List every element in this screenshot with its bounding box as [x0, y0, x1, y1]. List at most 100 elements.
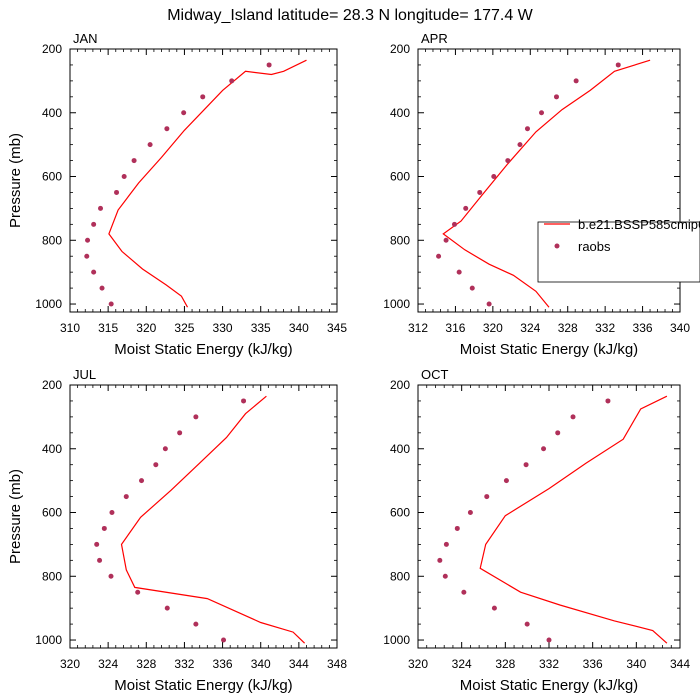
y-tick-label: 600: [390, 170, 410, 184]
obs-marker: [539, 110, 545, 116]
obs-marker: [555, 430, 561, 436]
x-tick-label: 320: [483, 321, 503, 335]
obs-marker: [131, 158, 137, 164]
obs-marker: [241, 398, 247, 404]
obs-marker: [546, 637, 552, 643]
panel-jul: 320 324 328 332 336 340 344 348 200 400 600 800 1000…: [7, 367, 347, 694]
x-tick-label: 315: [98, 321, 118, 335]
panel-oct: 320 324 328 332 336 340 344 200 400 600 800 1000 OCT…: [383, 367, 690, 694]
obs-marker: [139, 478, 145, 484]
y-tick-label: 800: [42, 233, 62, 247]
obs-marker: [85, 237, 91, 243]
x-tick-label: 340: [670, 321, 690, 335]
obs-marker: [164, 605, 170, 611]
x-tick-label: 324: [452, 657, 472, 671]
x-axis-title: Moist Static Energy (kJ/kg): [460, 341, 638, 358]
series-line-model: [120, 395, 306, 644]
obs-marker: [99, 285, 105, 291]
y-tick-label: 1000: [383, 297, 410, 311]
obs-marker: [443, 541, 449, 547]
obs-marker: [229, 78, 235, 84]
obs-marker: [121, 174, 127, 180]
obs-marker: [153, 462, 159, 468]
obs-marker: [84, 253, 90, 259]
y-tick-label: 600: [42, 170, 62, 184]
x-axis-title: Moist Static Energy (kJ/kg): [114, 341, 292, 358]
obs-marker: [491, 174, 497, 180]
y-tick-label: 200: [42, 42, 62, 56]
x-tick-label: 320: [60, 657, 80, 671]
obs-marker: [101, 525, 107, 531]
panel-label: OCT: [421, 367, 449, 382]
x-tick-label: 310: [60, 321, 80, 335]
panel-label: JUL: [73, 367, 96, 382]
obs-marker: [553, 94, 559, 100]
obs-marker: [164, 126, 170, 132]
y-tick-label: 400: [42, 106, 62, 120]
obs-marker: [123, 494, 129, 500]
x-tick-label: 340: [626, 657, 646, 671]
y-tick-label: 1000: [383, 633, 410, 647]
panels-group: 310 315 320 325 330 335 340 345 200 400 600 800 1000…: [7, 31, 690, 694]
obs-marker: [200, 94, 206, 100]
x-tick-label: 316: [445, 321, 465, 335]
obs-marker: [135, 589, 141, 595]
y-tick-label: 200: [390, 378, 410, 392]
legend-marker-swatch: [554, 243, 560, 249]
x-tick-label: 345: [327, 321, 347, 335]
legend-box: [537, 221, 700, 283]
x-tick-label: 332: [539, 657, 559, 671]
x-tick-label: 332: [174, 657, 194, 671]
obs-marker: [221, 637, 227, 643]
obs-marker: [570, 414, 576, 420]
x-tick-label: 324: [520, 321, 540, 335]
obs-marker: [454, 525, 460, 531]
legend-label-obs: raobs: [578, 239, 611, 254]
series-line-model: [108, 59, 307, 308]
x-axis-title: Moist Static Energy (kJ/kg): [114, 677, 292, 694]
x-tick-label: 336: [633, 321, 653, 335]
obs-marker: [524, 621, 530, 627]
obs-marker: [436, 253, 442, 259]
obs-marker: [437, 557, 443, 563]
obs-marker: [114, 189, 120, 195]
obs-marker: [451, 221, 457, 227]
x-tick-label: 328: [495, 657, 515, 671]
panel-jan: 310 315 320 325 330 335 340 345 200 400 600 800 1000…: [7, 31, 347, 358]
obs-marker: [456, 269, 462, 275]
obs-marker: [94, 541, 100, 547]
panel-label: JAN: [73, 31, 98, 46]
obs-marker: [605, 398, 611, 404]
plot-frame: [417, 384, 681, 649]
legend: b.e21.BSSP585cmip6 raobs: [537, 217, 700, 283]
panel-apr: 312 316 320 324 328 332 336 340 200 400 600 800 1000…: [383, 31, 690, 358]
obs-marker: [523, 462, 529, 468]
y-tick-label: 600: [390, 506, 410, 520]
obs-marker: [193, 414, 199, 420]
obs-marker: [491, 605, 497, 611]
obs-marker: [461, 589, 467, 595]
x-tick-label: 325: [174, 321, 194, 335]
obs-marker: [573, 78, 579, 84]
obs-marker: [517, 142, 523, 148]
x-tick-label: 330: [213, 321, 233, 335]
plot-frame: [417, 48, 681, 313]
obs-marker: [91, 221, 97, 227]
obs-marker: [91, 269, 97, 275]
legend-label-model: b.e21.BSSP585cmip6: [578, 217, 700, 232]
obs-marker: [109, 510, 115, 516]
obs-marker: [503, 478, 509, 484]
obs-marker: [442, 573, 448, 579]
obs-marker: [486, 301, 492, 307]
obs-marker: [469, 285, 475, 291]
obs-marker: [147, 142, 153, 148]
obs-marker: [467, 510, 473, 516]
y-tick-label: 600: [42, 506, 62, 520]
y-tick-label: 1000: [35, 297, 62, 311]
obs-marker: [108, 573, 114, 579]
plot-frame: [69, 384, 338, 649]
x-tick-label: 336: [583, 657, 603, 671]
y-axis-title: Pressure (mb): [7, 469, 24, 564]
x-tick-label: 340: [251, 657, 271, 671]
